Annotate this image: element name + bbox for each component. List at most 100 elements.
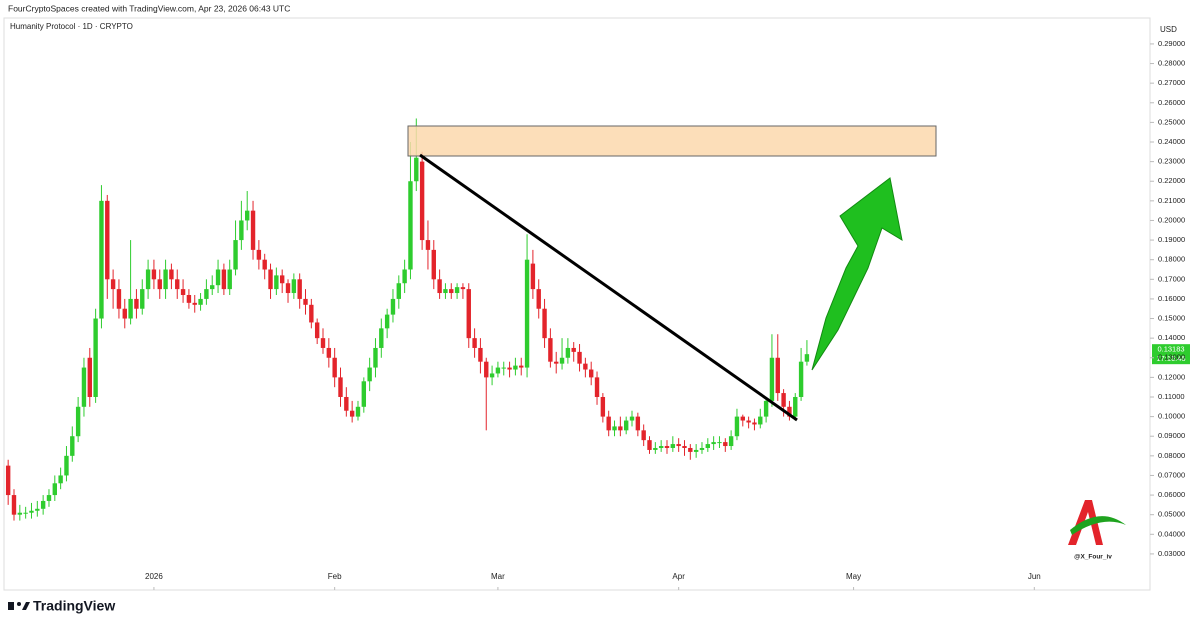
- candle-body: [623, 420, 629, 431]
- candle-body: [344, 396, 349, 411]
- candle-body: [256, 249, 262, 260]
- candle-body: [606, 416, 611, 431]
- logo-a: [1068, 500, 1103, 545]
- candle-body: [17, 512, 23, 515]
- candle-body: [414, 157, 419, 182]
- candle-body: [758, 416, 763, 425]
- candle-body: [460, 287, 466, 290]
- candle-body: [58, 475, 63, 484]
- candle-body: [361, 381, 367, 407]
- candle-body: [478, 347, 483, 362]
- y-tick-label: 0.12000: [1158, 372, 1185, 381]
- y-tick-label: 0.22000: [1158, 176, 1185, 185]
- y-tick-label: 0.09000: [1158, 431, 1185, 440]
- candle-body: [466, 289, 471, 339]
- y-tick-label: 0.03000: [1158, 549, 1185, 558]
- candle-body: [530, 263, 536, 290]
- trendline: [419, 153, 798, 422]
- candle-body: [798, 361, 804, 397]
- candle-body: [40, 500, 46, 509]
- candle-body: [676, 444, 681, 447]
- y-tick-label: 0.21000: [1158, 196, 1185, 205]
- candle-body: [128, 298, 133, 319]
- logo-slash: [22, 602, 30, 610]
- candle-body: [437, 279, 442, 294]
- candle-body: [250, 210, 256, 250]
- candle-body: [559, 357, 565, 364]
- candle-body: [151, 269, 157, 280]
- x-tick-label: 2026: [145, 572, 163, 581]
- price-label-box: [1152, 344, 1190, 365]
- y-axis-label: USD: [1160, 25, 1177, 34]
- candle-body: [618, 426, 623, 431]
- candle-body: [291, 279, 297, 294]
- y-tick-label: 0.07000: [1158, 470, 1185, 479]
- candle-body: [489, 373, 495, 378]
- candle-body: [793, 396, 798, 417]
- candle-body: [349, 410, 355, 417]
- y-tick-label: 0.29000: [1158, 39, 1185, 48]
- candle-body: [303, 298, 308, 305]
- candle-body: [384, 314, 390, 329]
- bar-countdown: 17:16:46: [1156, 354, 1185, 363]
- candle-body: [285, 283, 291, 294]
- candle-body: [723, 442, 728, 447]
- y-tick-label: 0.10000: [1158, 412, 1185, 421]
- candle-body: [227, 269, 232, 290]
- candle-body: [87, 357, 92, 397]
- candle-body: [262, 259, 267, 270]
- candle-body: [769, 357, 775, 401]
- y-tick-label: 0.27000: [1158, 78, 1185, 87]
- candle-body: [752, 422, 757, 425]
- candle-body: [612, 426, 617, 431]
- candle-body: [186, 294, 192, 303]
- candle-body: [75, 406, 81, 437]
- candle-body: [495, 367, 501, 374]
- watermark-logo: [1068, 500, 1126, 545]
- candle-body: [116, 289, 122, 309]
- candle-body: [705, 444, 711, 448]
- candle-body: [554, 361, 559, 364]
- candle-body: [338, 377, 343, 397]
- candle-body: [763, 400, 769, 417]
- candle-body: [52, 483, 58, 496]
- candle-body: [728, 436, 734, 447]
- y-tick-label: 0.18000: [1158, 255, 1185, 264]
- candle-body: [408, 181, 413, 270]
- y-tick-label: 0.20000: [1158, 215, 1185, 224]
- candle-body: [542, 308, 547, 339]
- candle-body: [314, 322, 320, 339]
- candle-body: [157, 279, 162, 290]
- candle-body: [419, 161, 425, 241]
- candle-body: [449, 289, 454, 294]
- y-tick-label: 0.05000: [1158, 510, 1185, 519]
- candle-body: [134, 298, 139, 309]
- candle-body: [192, 302, 197, 305]
- candle-body: [641, 430, 646, 441]
- candle-body: [588, 369, 594, 378]
- y-tick-label: 0.17000: [1158, 274, 1185, 283]
- candle-body: [175, 279, 180, 290]
- logo-bar: [8, 602, 14, 610]
- candle-body: [583, 363, 588, 370]
- candle-body: [775, 357, 780, 394]
- candle-body: [221, 269, 227, 290]
- candle-body: [548, 338, 553, 362]
- candle-body: [600, 396, 606, 417]
- candle-body: [105, 200, 110, 280]
- candle-body: [688, 447, 693, 452]
- x-tick-label: Feb: [328, 572, 342, 581]
- y-tick-label: 0.13000: [1158, 353, 1185, 362]
- logo-dot: [17, 602, 21, 606]
- plot-frame: [3, 17, 1151, 591]
- candle-body: [297, 279, 302, 299]
- y-tick-label: 0.06000: [1158, 490, 1185, 499]
- y-tick-label: 0.16000: [1158, 294, 1185, 303]
- candle-body: [99, 200, 104, 319]
- candle-body: [746, 420, 751, 423]
- y-tick-label: 0.14000: [1158, 333, 1185, 342]
- watermark-text: @X_Four_iv: [1074, 554, 1112, 561]
- candle-body: [507, 367, 512, 370]
- candle-body: [279, 275, 285, 284]
